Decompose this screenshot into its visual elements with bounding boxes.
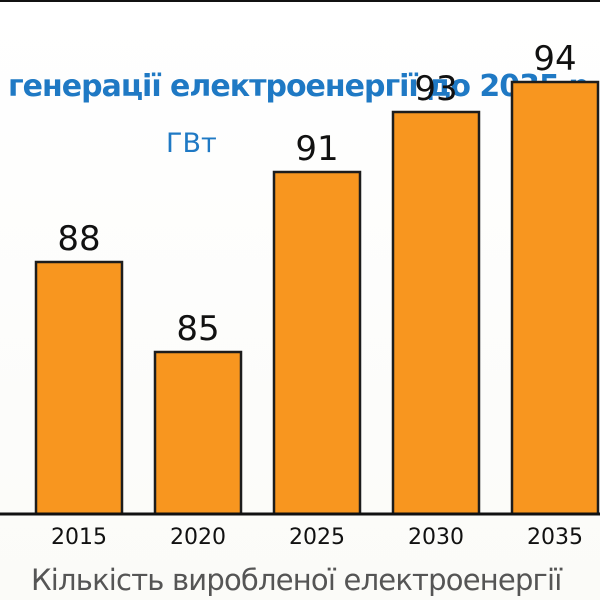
value-label-2025: 91: [295, 129, 338, 169]
x-tick-label-2020: 2020: [170, 525, 226, 550]
x-tick-labels: 2015 2020 2025 2030 2035: [51, 525, 583, 550]
bar-2030: [391, 110, 481, 516]
x-tick-label-2030: 2030: [408, 525, 464, 550]
bar-2015: [34, 260, 124, 516]
value-label-2030: 93: [414, 69, 457, 109]
x-tick-label-2025: 2025: [289, 525, 345, 550]
value-label-2015: 88: [57, 219, 100, 259]
chart-title: генерації електроенергії до 2035 р.: [8, 69, 600, 104]
top-border-line: [0, 0, 600, 2]
bar-series: [34, 80, 600, 516]
x-axis-label: Кількість виробленої електроенергії: [31, 563, 563, 597]
x-tick-label-2035: 2035: [527, 525, 583, 550]
unit-label: ГВт: [166, 128, 217, 159]
value-labels: 88 85 91 93 94: [57, 39, 576, 349]
value-label-2020: 85: [176, 309, 219, 349]
bar-2035: [510, 80, 600, 516]
bar-2020: [153, 350, 243, 516]
bar-2025: [272, 170, 362, 516]
x-tick-label-2015: 2015: [51, 525, 107, 550]
value-label-2035: 94: [533, 39, 576, 79]
